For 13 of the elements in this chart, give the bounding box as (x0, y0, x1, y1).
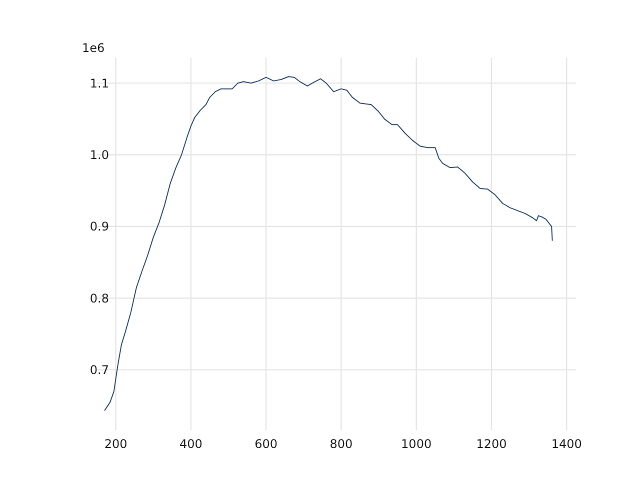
x-tick-label: 1200 (476, 437, 507, 451)
x-tick-label: 400 (179, 437, 202, 451)
y-tick-label: 0.9 (90, 220, 109, 234)
x-tick-label: 1400 (551, 437, 582, 451)
x-tick-label: 800 (330, 437, 353, 451)
y-tick-label: 0.7 (90, 362, 109, 377)
y-tick-label: 1.0 (90, 148, 109, 162)
y-tick-label: 1.1 (90, 76, 109, 90)
y-tick-label: 0.8 (90, 291, 109, 306)
x-tick-label: 1000 (401, 437, 432, 451)
x-tick-label: 600 (254, 437, 278, 451)
x-tick-label: 200 (104, 437, 128, 451)
y-axis-title: 1e6 (82, 41, 105, 55)
